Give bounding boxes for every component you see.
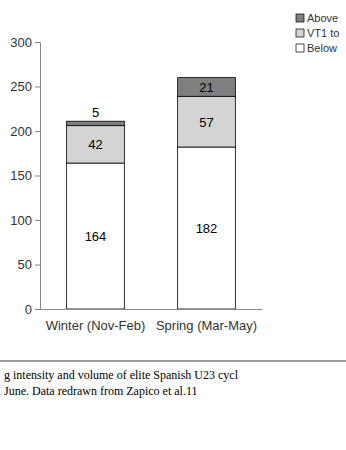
bar-segment — [178, 96, 236, 147]
y-tick-label: 150 — [10, 168, 32, 183]
bar-segment — [67, 121, 125, 125]
data-label: 57 — [199, 115, 213, 130]
data-label: 164 — [85, 229, 107, 244]
y-tick-mark — [35, 131, 40, 132]
x-axis: Winter (Nov-Feb) Spring (Mar-May) — [41, 309, 263, 333]
y-tick-label: 250 — [10, 79, 32, 94]
bar-segment — [67, 163, 125, 309]
y-tick: 300 — [10, 35, 40, 50]
y-tick: 0 — [25, 302, 40, 317]
x-tick: Spring (Mar-May) — [156, 309, 257, 333]
legend-label: Below — [307, 42, 337, 54]
bar-segment — [67, 126, 125, 163]
caption: g intensity and volume of elite Spanish … — [4, 368, 239, 382]
y-tick-label: 200 — [10, 124, 32, 139]
y-axis: 0 50 100 150 200 250 300 — [10, 35, 40, 317]
legend-swatch — [296, 14, 304, 22]
y-tick: 150 — [10, 168, 40, 183]
y-tick: 200 — [10, 124, 40, 139]
y-tick: 100 — [10, 213, 40, 228]
y-tick-label: 300 — [10, 35, 32, 50]
chart: 164 182 42 57 5 21 0 50 100 150 200 250 300 Winter (N… — [0, 0, 346, 450]
y-tick-mark — [35, 265, 40, 266]
y-tick-label: 0 — [25, 302, 32, 317]
y-tick-mark — [35, 42, 40, 43]
y-tick: 250 — [10, 79, 40, 94]
x-tick: Winter (Nov-Feb) — [46, 309, 146, 333]
y-tick-label: 50 — [18, 257, 32, 272]
y-tick-mark — [35, 176, 40, 177]
x-tick-label: Winter (Nov-Feb) — [46, 318, 146, 333]
legend: Above VT1 to Below — [296, 12, 339, 54]
y-tick-label: 100 — [10, 213, 32, 228]
data-label: 182 — [196, 221, 218, 236]
bar-segment — [178, 78, 236, 97]
y-tick: 50 — [18, 257, 40, 272]
bar-segment — [178, 147, 236, 309]
legend-swatch — [296, 29, 304, 37]
caption-rule — [0, 361, 346, 362]
y-tick-mark — [35, 87, 40, 88]
data-label: 5 — [92, 105, 99, 120]
data-labels: 164 182 42 57 5 21 — [85, 80, 218, 244]
x-tick-label: Spring (Mar-May) — [156, 318, 257, 333]
x-axis-line — [41, 309, 263, 310]
bars — [67, 78, 236, 309]
y-axis-line — [35, 43, 41, 310]
caption: June. Data redrawn from Zapico et al.11 — [4, 384, 197, 398]
y-tick-mark — [35, 309, 40, 310]
legend-swatch — [296, 44, 304, 52]
data-label: 21 — [199, 80, 213, 95]
legend-label: VT1 to — [307, 27, 339, 39]
legend-label: Above — [307, 12, 338, 24]
y-tick-mark — [35, 220, 40, 221]
data-label: 42 — [88, 137, 102, 152]
